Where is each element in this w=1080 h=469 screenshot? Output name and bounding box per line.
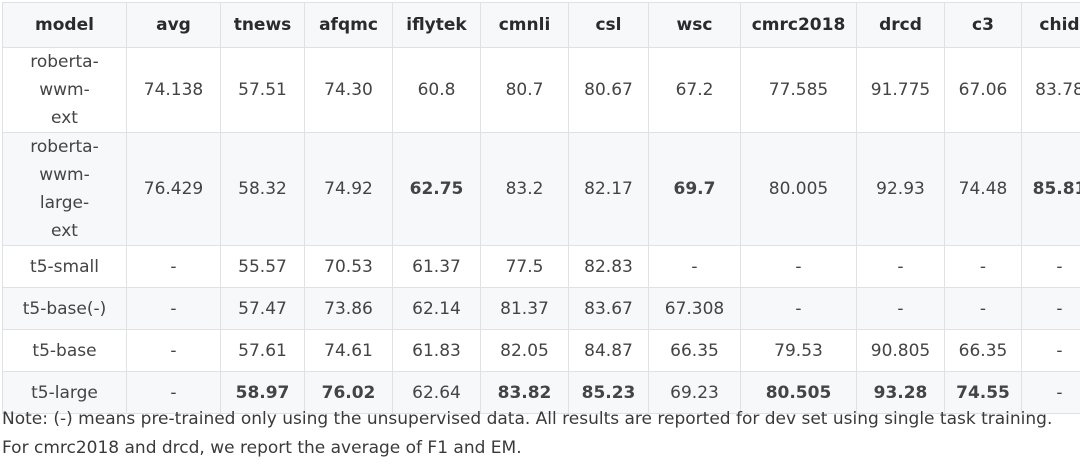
score-cell: 90.805 bbox=[856, 329, 945, 372]
score-cell: 83.82 bbox=[480, 371, 569, 414]
column-header: c3 bbox=[944, 2, 1022, 48]
column-header: chid bbox=[1021, 2, 1080, 48]
score-cell: 74.55 bbox=[944, 371, 1022, 414]
score-cell: 80.005 bbox=[740, 132, 857, 246]
score-cell: - bbox=[126, 245, 221, 288]
table-body: roberta-wwm-ext 74.138 57.51 74.30 60.8 80.7 8… bbox=[2, 47, 1080, 414]
score-cell: 70.53 bbox=[304, 245, 393, 288]
score-cell: 82.17 bbox=[568, 132, 649, 246]
score-cell: 67.06 bbox=[944, 47, 1022, 133]
score-cell: - bbox=[1021, 245, 1080, 288]
column-header: afqmc bbox=[304, 2, 393, 48]
score-cell: 83.78 bbox=[1021, 47, 1080, 133]
model-name-cell: roberta-wwm-large-ext bbox=[2, 132, 127, 246]
table-row: t5-small -55.57 70.53 61.37 77.5 82.83- - - - - bbox=[2, 245, 1080, 288]
score-cell: 84.87 bbox=[568, 329, 649, 372]
score-cell: 79.53 bbox=[740, 329, 857, 372]
model-name-cell: t5-small bbox=[2, 245, 127, 288]
score-cell: 80.67 bbox=[568, 47, 649, 133]
column-header: model bbox=[2, 2, 127, 48]
table-row: roberta-wwm-large-ext 76.429 58.32 74.92 62.… bbox=[2, 132, 1080, 246]
table-row: t5-large -58.97 76.02 62.64 83.82 85.23 69.23 8… bbox=[2, 371, 1080, 414]
column-header: avg bbox=[126, 2, 221, 48]
column-header: wsc bbox=[648, 2, 741, 48]
model-name-cell: t5-base(-) bbox=[2, 287, 127, 330]
score-cell: 92.93 bbox=[856, 132, 945, 246]
score-cell: 82.05 bbox=[480, 329, 569, 372]
score-cell: 57.51 bbox=[220, 47, 305, 133]
column-header: drcd bbox=[856, 2, 945, 48]
score-cell: 77.5 bbox=[480, 245, 569, 288]
table-row: t5-base -57.61 74.61 61.83 82.05 84.87 66.35 79… bbox=[2, 329, 1080, 372]
score-cell: 69.7 bbox=[648, 132, 741, 246]
column-header: cmrc2018 bbox=[740, 2, 857, 48]
score-cell: 74.92 bbox=[304, 132, 393, 246]
score-cell: 83.2 bbox=[480, 132, 569, 246]
score-cell: 93.28 bbox=[856, 371, 945, 414]
score-cell: 85.81 bbox=[1021, 132, 1080, 246]
score-cell: 74.30 bbox=[304, 47, 393, 133]
score-cell: 82.83 bbox=[568, 245, 649, 288]
score-cell: 69.23 bbox=[648, 371, 741, 414]
score-cell: 66.35 bbox=[944, 329, 1022, 372]
score-cell: - bbox=[1021, 371, 1080, 414]
score-cell: 74.48 bbox=[944, 132, 1022, 246]
score-cell: - bbox=[648, 245, 741, 288]
table-row: roberta-wwm-ext 74.138 57.51 74.30 60.8 80.7 8… bbox=[2, 47, 1080, 133]
score-cell: - bbox=[740, 287, 857, 330]
score-cell: 60.8 bbox=[392, 47, 481, 133]
column-header: tnews bbox=[220, 2, 305, 48]
score-cell: 74.61 bbox=[304, 329, 393, 372]
score-cell: 55.57 bbox=[220, 245, 305, 288]
score-cell: 62.75 bbox=[392, 132, 481, 246]
score-cell: 73.86 bbox=[304, 287, 393, 330]
score-cell: 83.67 bbox=[568, 287, 649, 330]
score-cell: 58.97 bbox=[220, 371, 305, 414]
score-cell: 80.505 bbox=[740, 371, 857, 414]
score-cell: - bbox=[856, 287, 945, 330]
score-cell: 85.23 bbox=[568, 371, 649, 414]
column-header: cmnli bbox=[480, 2, 569, 48]
score-cell: - bbox=[1021, 329, 1080, 372]
score-cell: 76.429 bbox=[126, 132, 221, 246]
score-cell: 57.47 bbox=[220, 287, 305, 330]
score-cell: 57.61 bbox=[220, 329, 305, 372]
score-cell: 62.64 bbox=[392, 371, 481, 414]
score-cell: 81.37 bbox=[480, 287, 569, 330]
score-cell: - bbox=[856, 245, 945, 288]
model-name-cell: t5-base bbox=[2, 329, 127, 372]
score-cell: 74.138 bbox=[126, 47, 221, 133]
score-cell: - bbox=[126, 329, 221, 372]
results-table: model avg tnews afqmc iflytek cmnli csl … bbox=[2, 2, 1080, 414]
score-cell: - bbox=[944, 287, 1022, 330]
score-cell: - bbox=[740, 245, 857, 288]
score-cell: - bbox=[126, 287, 221, 330]
header-row: model avg tnews afqmc iflytek cmnli csl … bbox=[2, 2, 1080, 48]
model-name-cell: t5-large bbox=[2, 371, 127, 414]
table-row: t5-base(-) -57.47 73.86 62.14 81.37 83.67 67.3… bbox=[2, 287, 1080, 330]
score-cell: 58.32 bbox=[220, 132, 305, 246]
score-cell: 77.585 bbox=[740, 47, 857, 133]
score-cell: 80.7 bbox=[480, 47, 569, 133]
score-cell: 61.37 bbox=[392, 245, 481, 288]
column-header: iflytek bbox=[392, 2, 481, 48]
score-cell: - bbox=[126, 371, 221, 414]
score-cell: 67.308 bbox=[648, 287, 741, 330]
score-cell: - bbox=[1021, 287, 1080, 330]
score-cell: 61.83 bbox=[392, 329, 481, 372]
score-cell: - bbox=[944, 245, 1022, 288]
score-cell: 67.2 bbox=[648, 47, 741, 133]
score-cell: 76.02 bbox=[304, 371, 393, 414]
column-header: csl bbox=[568, 2, 649, 48]
score-cell: 62.14 bbox=[392, 287, 481, 330]
score-cell: 91.775 bbox=[856, 47, 945, 133]
table-note: Note: (-) means pre-trained only using t… bbox=[2, 409, 1053, 458]
score-cell: 66.35 bbox=[648, 329, 741, 372]
model-name-cell: roberta-wwm-ext bbox=[2, 47, 127, 133]
